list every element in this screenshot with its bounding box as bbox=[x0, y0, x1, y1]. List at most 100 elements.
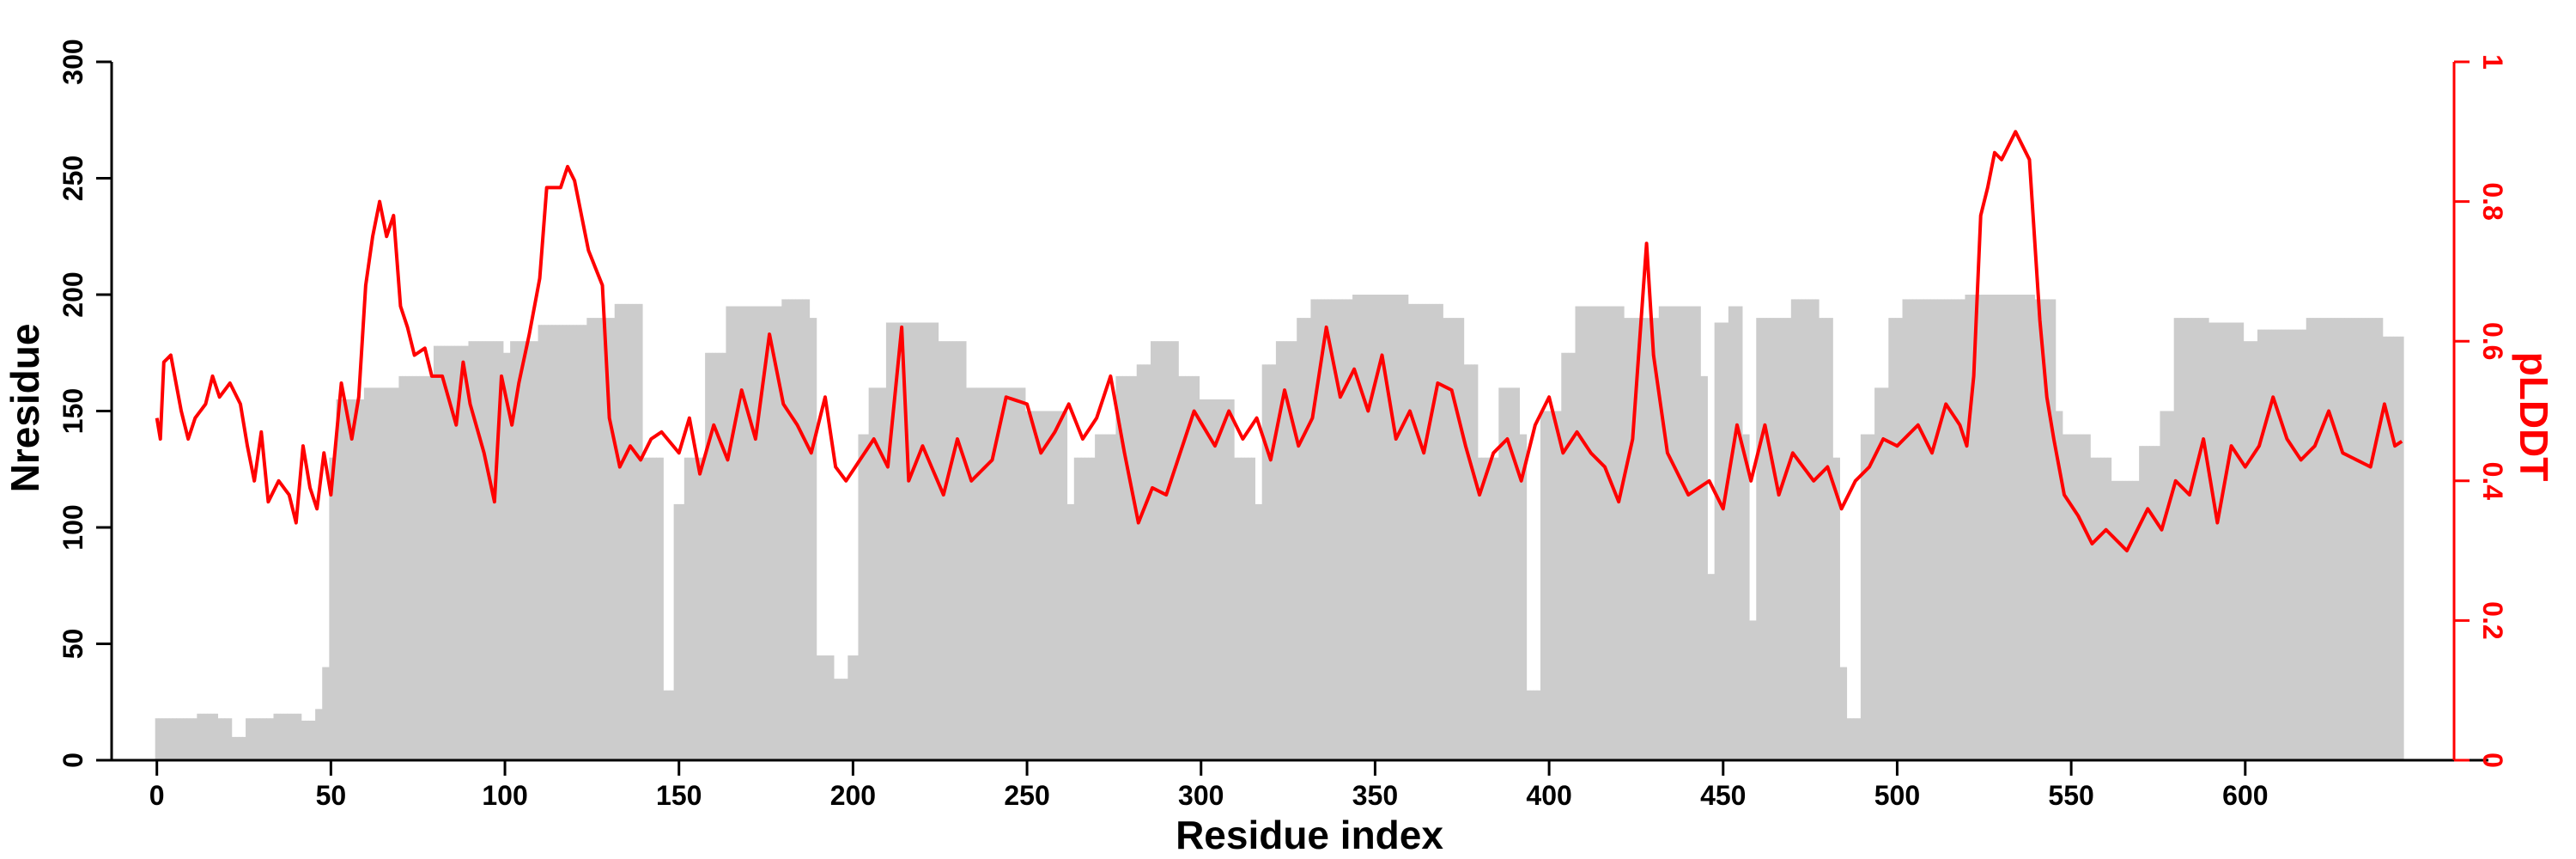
bar-nresidue bbox=[2281, 329, 2286, 760]
bar-nresidue bbox=[841, 679, 845, 760]
bar-nresidue bbox=[246, 718, 250, 760]
bar-nresidue bbox=[2087, 434, 2091, 760]
bar-nresidue bbox=[1415, 303, 1419, 761]
bar-nresidue bbox=[1843, 667, 1848, 760]
bar-nresidue bbox=[1220, 399, 1224, 760]
x-tick-label: 400 bbox=[1526, 780, 1571, 811]
bar-nresidue bbox=[2344, 318, 2348, 761]
bar-nresidue bbox=[1349, 299, 1353, 760]
bar-nresidue bbox=[433, 345, 438, 760]
bar-nresidue bbox=[1860, 434, 1865, 760]
bar-nresidue bbox=[1516, 387, 1521, 760]
bar-nresidue bbox=[966, 387, 970, 760]
bar-nresidue bbox=[2190, 318, 2196, 761]
bar-nresidue bbox=[256, 718, 260, 760]
bar-nresidue bbox=[1244, 457, 1249, 760]
bar-nresidue bbox=[2302, 329, 2307, 760]
bar-nresidue bbox=[2184, 318, 2189, 761]
bar-nresidue bbox=[1637, 318, 1642, 761]
bar-nresidue bbox=[639, 303, 643, 761]
bars-layer bbox=[155, 295, 2404, 761]
bar-nresidue bbox=[607, 318, 612, 761]
bar-nresidue bbox=[1481, 457, 1485, 760]
bar-nresidue bbox=[1004, 387, 1009, 760]
bar-nresidue bbox=[635, 303, 640, 761]
bar-nresidue bbox=[447, 345, 452, 760]
bar-nresidue bbox=[617, 303, 623, 761]
y-left-tick-label: 100 bbox=[58, 504, 88, 550]
bar-nresidue bbox=[1606, 306, 1611, 760]
bar-nresidue bbox=[416, 375, 421, 760]
bar-nresidue bbox=[1129, 375, 1134, 760]
bar-nresidue bbox=[1404, 295, 1409, 760]
bar-nresidue bbox=[2111, 480, 2116, 760]
bar-nresidue bbox=[917, 322, 921, 760]
bar-nresidue bbox=[2041, 299, 2046, 760]
bar-nresidue bbox=[1832, 457, 1837, 760]
bar-nresidue bbox=[534, 341, 538, 760]
bar-nresidue bbox=[343, 399, 348, 760]
bar-nresidue bbox=[1077, 457, 1082, 760]
bar-nresidue bbox=[1746, 434, 1750, 760]
x-tick-label: 100 bbox=[482, 780, 527, 811]
bar-nresidue bbox=[775, 306, 779, 760]
y-left-tick-label: 200 bbox=[58, 271, 88, 317]
bar-nresidue bbox=[1812, 299, 1816, 760]
bar-nresidue bbox=[663, 690, 667, 760]
bar-nresidue bbox=[1467, 364, 1472, 760]
y-right-axis-title: pLDDT bbox=[2512, 352, 2556, 482]
bar-nresidue bbox=[1272, 364, 1277, 760]
bar-nresidue bbox=[1749, 620, 1753, 760]
bar-nresidue bbox=[1947, 299, 1952, 760]
bar-nresidue bbox=[1693, 306, 1698, 760]
bar-nresidue bbox=[569, 325, 574, 760]
bar-nresidue bbox=[388, 387, 392, 760]
bar-nresidue bbox=[802, 299, 807, 760]
bar-nresidue bbox=[1178, 375, 1182, 760]
bar-nresidue bbox=[1595, 306, 1601, 760]
bar-nresidue bbox=[280, 713, 285, 760]
bar-nresidue bbox=[1011, 387, 1016, 760]
bar-nresidue bbox=[1073, 457, 1078, 760]
bar-nresidue bbox=[2142, 446, 2147, 760]
bar-nresidue bbox=[683, 457, 689, 760]
bar-nresidue bbox=[2090, 457, 2094, 760]
bar-nresidue bbox=[611, 318, 616, 761]
bar-nresidue bbox=[969, 387, 974, 760]
bar-nresidue bbox=[538, 325, 542, 760]
bar-nresidue bbox=[308, 720, 313, 760]
bar-nresidue bbox=[204, 713, 208, 760]
bar-nresidue bbox=[1164, 341, 1169, 760]
bar-nresidue bbox=[2163, 411, 2167, 760]
bar-nresidue bbox=[1331, 299, 1336, 760]
bar-nresidue bbox=[2166, 411, 2172, 760]
bar-nresidue bbox=[2271, 329, 2275, 760]
bar-nresidue bbox=[507, 352, 511, 760]
bar-nresidue bbox=[1731, 306, 1736, 760]
bar-nresidue bbox=[903, 322, 908, 760]
bar-nresidue bbox=[1874, 387, 1879, 760]
bar-nresidue bbox=[1996, 295, 2001, 760]
bar-nresidue bbox=[1575, 306, 1579, 760]
bar-nresidue bbox=[2268, 329, 2272, 760]
bar-nresidue bbox=[228, 718, 233, 760]
bar-nresidue bbox=[2146, 446, 2150, 760]
bar-nresidue bbox=[482, 341, 487, 760]
bar-nresidue bbox=[1119, 375, 1123, 760]
x-axis-title: Residue index bbox=[1176, 813, 1443, 857]
bar-nresidue bbox=[799, 299, 804, 760]
bar-nresidue bbox=[1317, 299, 1321, 760]
bar-nresidue bbox=[844, 679, 848, 760]
bar-nresidue bbox=[2104, 457, 2109, 760]
bar-nresidue bbox=[1610, 306, 1614, 760]
bar-nresidue bbox=[2382, 336, 2387, 760]
y-left-tick-label: 150 bbox=[58, 388, 88, 434]
bar-nresidue bbox=[2055, 411, 2060, 760]
x-tick-label: 200 bbox=[830, 780, 876, 811]
bar-nresidue bbox=[1975, 295, 1980, 760]
bar-nresidue bbox=[1710, 574, 1716, 760]
bar-nresidue bbox=[993, 387, 999, 760]
bar-nresidue bbox=[367, 387, 372, 760]
bar-nresidue bbox=[1958, 299, 1962, 760]
bar-nresidue bbox=[2348, 318, 2352, 761]
